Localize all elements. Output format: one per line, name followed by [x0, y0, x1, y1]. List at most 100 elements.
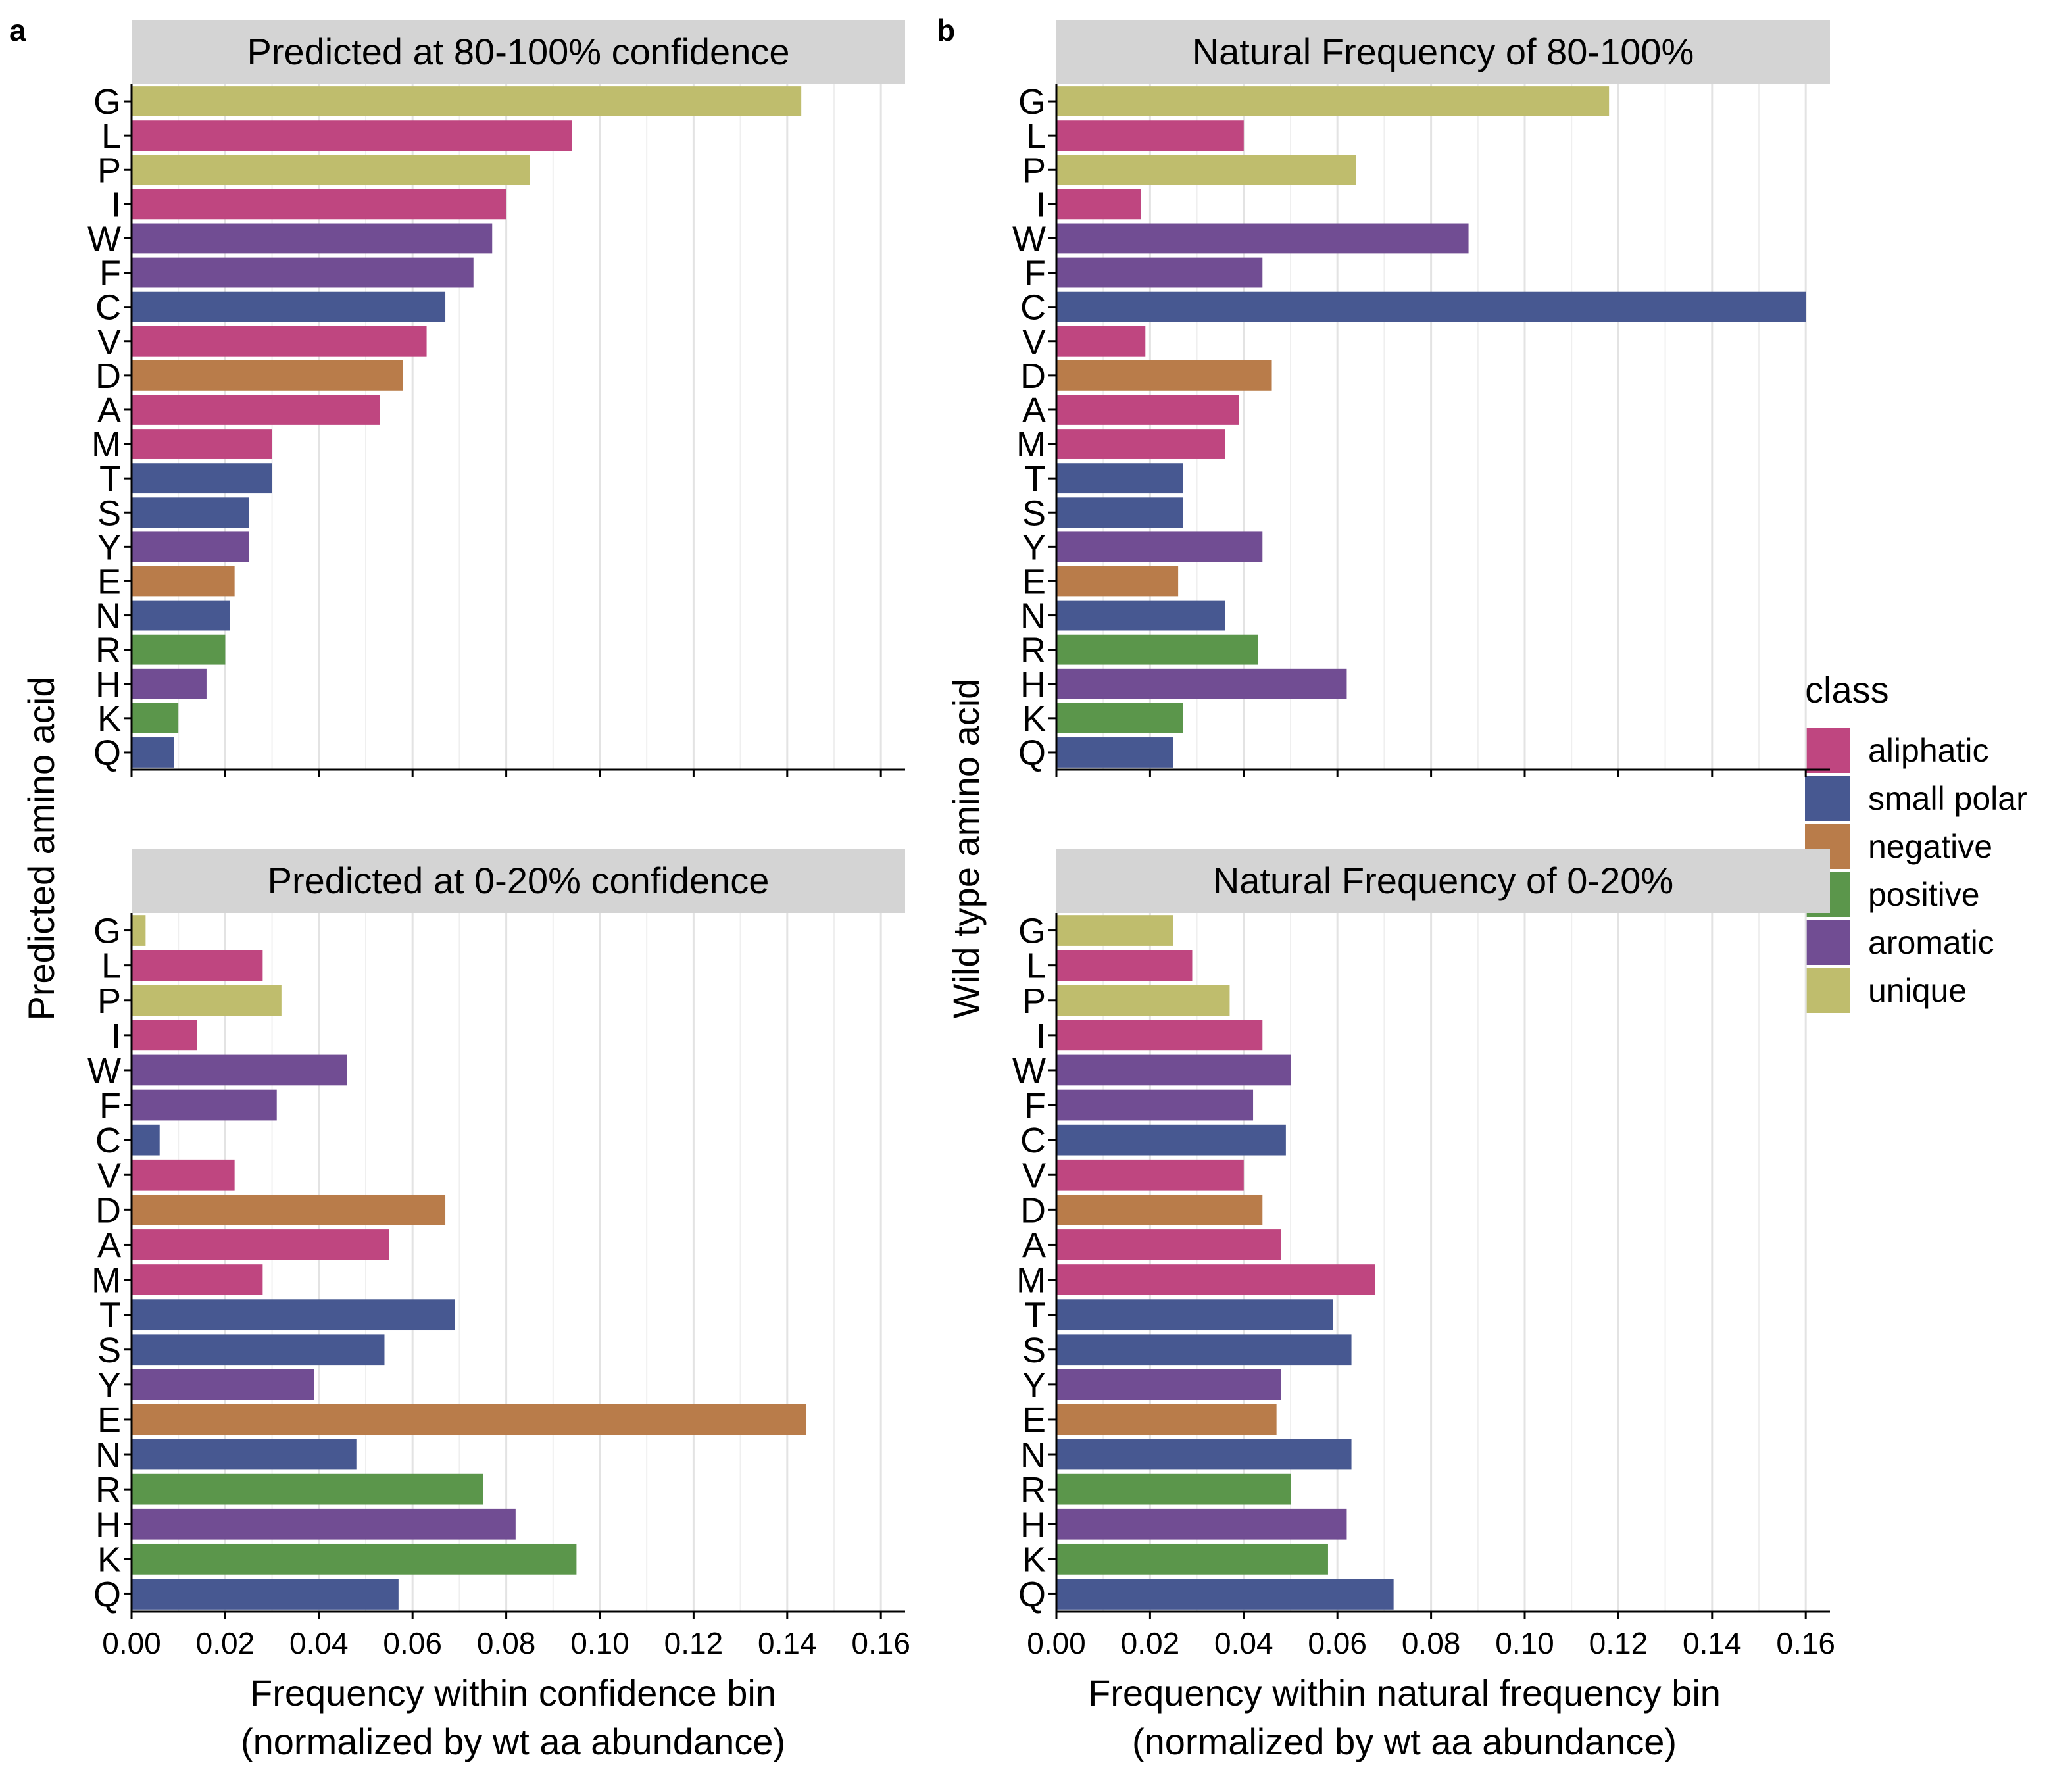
y-tick-label: A [97, 391, 121, 430]
bar-K [132, 703, 179, 733]
y-tick-label: V [97, 1156, 121, 1195]
bar-L [132, 950, 263, 981]
y-axis-title-left: Predicted amino acid [20, 677, 62, 1021]
bar-W [1056, 1054, 1291, 1086]
y-tick-label: H [95, 1505, 121, 1544]
bar-I [132, 189, 506, 220]
legend-swatch-aromatic [1805, 920, 1850, 965]
x-tick-label: 0.08 [1402, 1626, 1461, 1660]
bar-T [132, 1299, 455, 1331]
bar-R [1056, 634, 1258, 665]
y-tick-label: S [97, 1331, 121, 1370]
y-tick-label: T [1024, 459, 1046, 499]
bar-M [132, 429, 272, 459]
y-tick-label: C [1020, 1121, 1046, 1160]
y-tick-label: H [1020, 665, 1046, 704]
y-tick-label: G [93, 912, 121, 951]
y-tick-label: V [1022, 322, 1046, 362]
bar-E [1056, 566, 1179, 597]
bar-R [1056, 1473, 1291, 1505]
y-tick-label: N [95, 1435, 121, 1475]
bar-A [1056, 1229, 1281, 1260]
panel-title: Predicted at 80-100% confidence [247, 31, 790, 72]
x-tick-label: 0.10 [570, 1626, 629, 1660]
y-tick-label: Y [1022, 1366, 1046, 1405]
bar-Q [132, 737, 174, 768]
bar-K [1056, 703, 1183, 733]
bar-S [1056, 1334, 1352, 1366]
bar-N [1056, 1439, 1352, 1470]
bar-L [132, 120, 572, 151]
y-tick-label: M [1016, 1261, 1046, 1300]
bar-N [132, 1439, 357, 1470]
y-tick-label: L [1026, 947, 1046, 986]
bar-A [132, 395, 380, 425]
x-axis-title-left-line1: Frequency within confidence bin [250, 1672, 776, 1714]
legend-label: unique [1868, 972, 1967, 1009]
x-tick-label: 0.08 [477, 1626, 536, 1660]
bar-R [132, 634, 226, 665]
bar-V [1056, 326, 1146, 357]
panel-4: Natural Frequency of 0-20% GLPIWFCVDAMTSY… [1012, 849, 1835, 1660]
legend-swatch-unique [1805, 968, 1850, 1013]
y-tick-label: W [87, 219, 121, 259]
bar-W [132, 223, 493, 254]
panel-label-b: b [937, 13, 955, 47]
bar-G [132, 915, 146, 946]
y-tick-label: C [95, 1121, 121, 1160]
x-axis-title-left-line2: (normalized by wt aa abundance) [241, 1721, 785, 1762]
y-tick-label: W [87, 1051, 121, 1091]
panel-2: Predicted at 0-20% confidence GLPIWFCVDAM… [87, 849, 910, 1660]
y-tick-label: T [99, 459, 121, 499]
x-tick-label: 0.02 [196, 1626, 255, 1660]
y-tick-label: E [97, 562, 121, 601]
y-tick-label: G [1018, 82, 1046, 122]
y-tick-label: T [99, 1296, 121, 1335]
y-tick-label: M [1016, 425, 1046, 464]
bar-D [132, 360, 403, 391]
bar-T [1056, 463, 1183, 494]
y-tick-label: N [1020, 597, 1046, 636]
bar-M [1056, 1264, 1375, 1295]
y-tick-label: P [1022, 151, 1046, 190]
x-tick-label: 0.12 [664, 1626, 724, 1660]
bar-A [132, 1229, 389, 1260]
x-tick-label: 0.06 [383, 1626, 442, 1660]
bar-I [1056, 189, 1141, 220]
bar-Q [132, 1579, 399, 1610]
bar-F [132, 257, 474, 288]
legend-label: small polar [1868, 780, 2027, 817]
bar-A [1056, 395, 1239, 425]
y-tick-label: A [1022, 391, 1046, 430]
bar-K [1056, 1543, 1328, 1575]
panel-strip [1056, 20, 1830, 84]
panel-title: Natural Frequency of 0-20% [1213, 860, 1673, 901]
y-tick-label: K [97, 699, 121, 739]
panel-strip [1056, 849, 1830, 913]
y-tick-label: L [101, 947, 121, 986]
bar-D [132, 1194, 446, 1225]
bar-T [132, 463, 272, 494]
bar-C [1056, 1124, 1286, 1156]
y-tick-label: N [1020, 1435, 1046, 1475]
panel-title: Natural Frequency of 80-100% [1193, 31, 1694, 72]
panel-strip [132, 20, 905, 84]
y-tick-label: R [95, 1470, 121, 1510]
bar-C [132, 291, 446, 322]
x-tick-label: 0.00 [102, 1626, 161, 1660]
bar-L [1056, 950, 1193, 981]
panel-title: Predicted at 0-20% confidence [268, 860, 770, 901]
y-tick-label: F [99, 254, 121, 293]
x-tick-label: 0.14 [1683, 1626, 1742, 1660]
y-tick-label: M [91, 425, 121, 464]
y-tick-label: R [95, 631, 121, 670]
y-tick-label: Q [1018, 733, 1046, 773]
x-tick-label: 0.10 [1495, 1626, 1554, 1660]
bar-V [132, 326, 427, 357]
y-tick-label: G [93, 82, 121, 122]
y-tick-label: I [1036, 1016, 1046, 1056]
x-tick-label: 0.00 [1027, 1626, 1086, 1660]
y-tick-label: S [1022, 493, 1046, 533]
bar-G [1056, 86, 1610, 116]
y-tick-label: Y [97, 1366, 121, 1405]
